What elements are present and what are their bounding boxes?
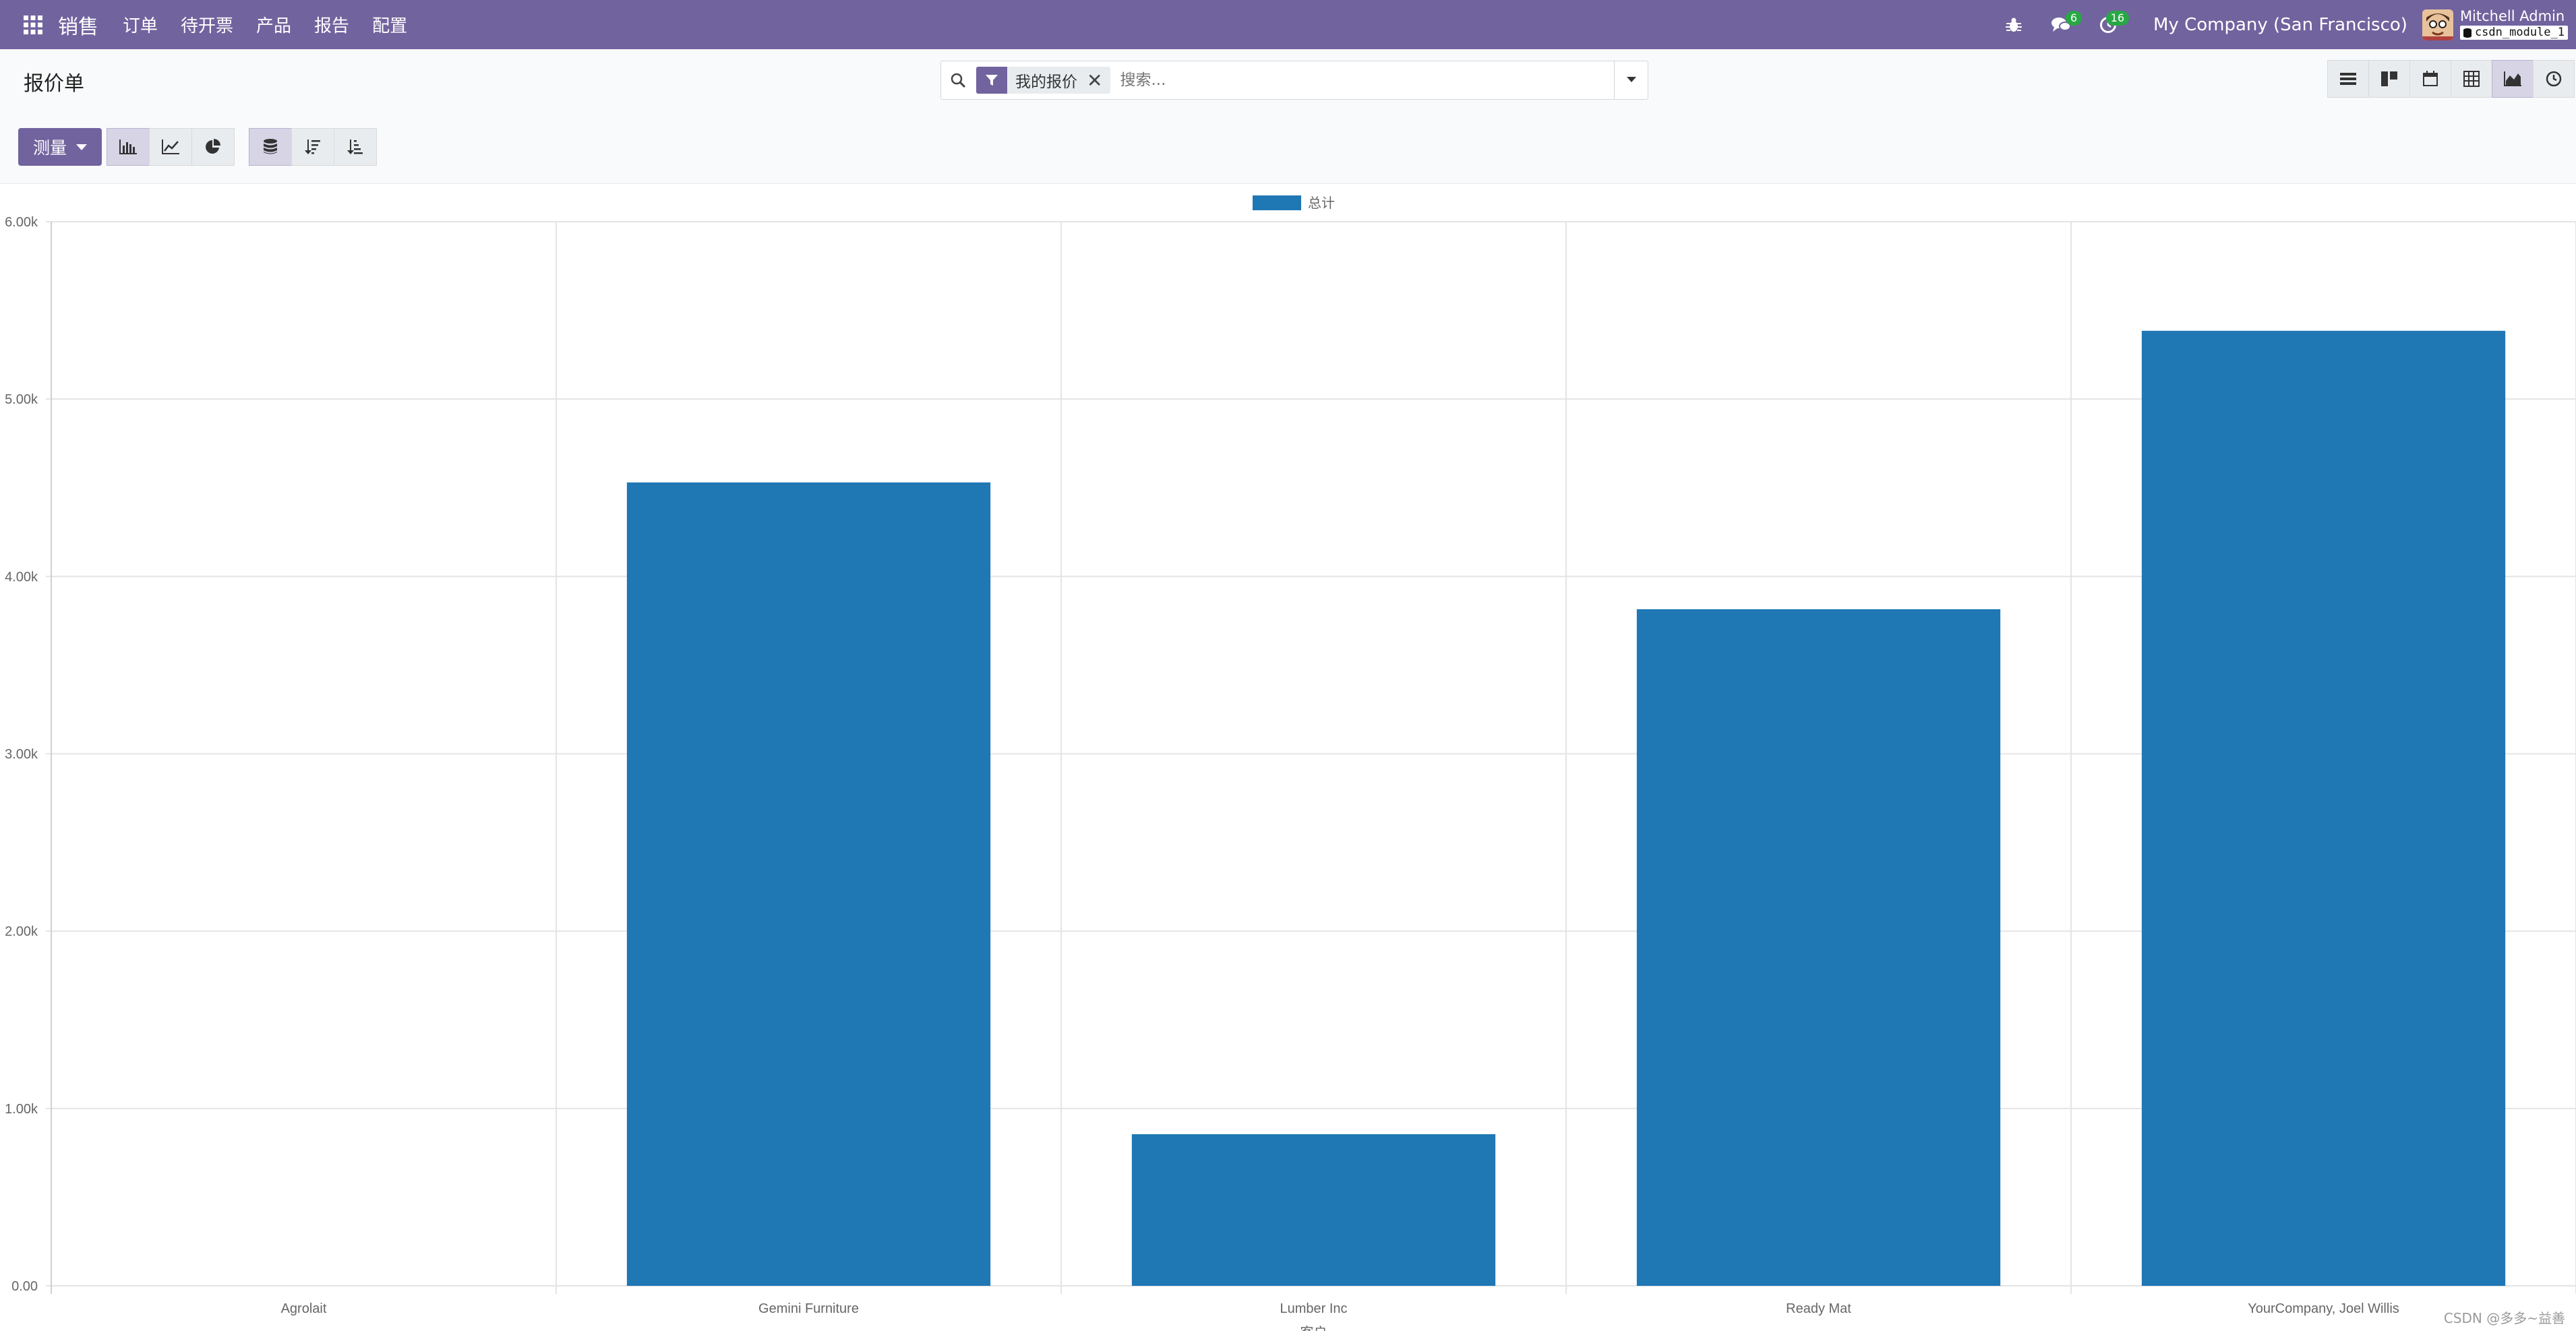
page-title: 报价单 [24, 72, 84, 96]
y-tick-label: 4.00k [5, 569, 38, 584]
legend-swatch[interactable] [1253, 195, 1301, 210]
calendar-view-icon[interactable] [2409, 60, 2451, 98]
menu-item-orders[interactable]: 订单 [123, 16, 158, 36]
x-tick-label: Gemini Furniture [758, 1301, 859, 1316]
measures-label: 测量 [33, 138, 67, 158]
facet-remove-icon[interactable]: ✕ [1087, 69, 1103, 92]
bar-chart-mode-button[interactable] [107, 128, 150, 166]
watermark: CSDN @多多~益善 [2443, 1310, 2565, 1326]
sort-ascending-icon [347, 140, 363, 154]
list-view-icon[interactable] [2327, 60, 2369, 98]
chart-bar[interactable] [626, 482, 991, 1286]
sort-ascending-button[interactable] [334, 128, 378, 166]
view-switcher [2327, 60, 2575, 98]
menu-item-reporting[interactable]: 报告 [314, 16, 350, 36]
x-axis-title: 客户 [1300, 1325, 1327, 1331]
filter-icon [976, 67, 1007, 94]
menu-item-configuration[interactable]: 配置 [372, 16, 408, 36]
search-input[interactable] [1120, 62, 1614, 98]
pie-chart-icon [206, 139, 221, 154]
kanban-view-icon[interactable] [2368, 60, 2410, 98]
y-tick-label: 6.00k [5, 215, 38, 230]
x-tick-label: YourCompany, Joel Willis [2248, 1301, 2399, 1316]
database-tag: csdn_module_1 [2459, 26, 2568, 40]
user-avatar[interactable] [2422, 9, 2453, 40]
bar-chart: 0.00 1.00k 2.00k 3.00k 4.00k 5.00k 6.00k Agrol… [5, 195, 2576, 1331]
user-menu[interactable]: Mitchell Admin csdn_module_1 [2459, 8, 2568, 40]
menu-item-products[interactable]: 产品 [256, 16, 292, 36]
chart-bar[interactable] [2141, 330, 2506, 1286]
pie-chart-mode-button[interactable] [191, 128, 235, 166]
x-tick-label: Lumber Inc [1280, 1301, 1347, 1316]
search-bar: 我的报价 ✕ [940, 61, 1648, 100]
caret-down-icon [76, 144, 88, 150]
user-name: Mitchell Admin [2459, 8, 2565, 24]
search-facet: 我的报价 ✕ [976, 67, 1111, 94]
company-switcher[interactable]: My Company (San Francisco) [2153, 14, 2407, 35]
control-panel: 报价单 我的报价 ✕ [0, 49, 2576, 184]
x-tick-label: Agrolait [281, 1301, 327, 1316]
messaging-icon[interactable]: 6 [2045, 9, 2082, 40]
database-icon [2463, 28, 2472, 38]
chart-bar[interactable] [1131, 1134, 1496, 1286]
pivot-view-icon[interactable] [2451, 60, 2492, 98]
graph-toolbar: 测量 [18, 128, 378, 166]
apps-menu-icon[interactable] [18, 9, 49, 40]
navbar-systray: 6 16 My Company (San Francisco) Mitchell… [1998, 0, 2576, 49]
graph-view-icon[interactable] [2492, 60, 2534, 98]
stacked-toggle-button[interactable] [249, 128, 293, 166]
x-tick-label: Ready Mat [1786, 1301, 1851, 1316]
line-chart-icon [162, 140, 180, 154]
messages-count-badge: 6 [2065, 10, 2082, 26]
sort-descending-icon [305, 140, 321, 154]
menu-item-to-invoice[interactable]: 待开票 [181, 16, 234, 36]
measures-dropdown-button[interactable]: 测量 [18, 128, 102, 166]
legend-label[interactable]: 总计 [1308, 195, 1335, 211]
search-icon [941, 72, 975, 88]
facet-label: 我的报价 [1015, 73, 1077, 91]
app-name[interactable]: 销售 [58, 15, 98, 39]
activity-clock-icon[interactable]: 16 [2093, 9, 2129, 40]
activity-view-icon[interactable] [2533, 60, 2575, 98]
sort-descending-button[interactable] [291, 128, 335, 166]
stack-icon [264, 139, 278, 154]
y-tick-label: 5.00k [5, 392, 38, 407]
activities-count-badge: 16 [2105, 10, 2129, 26]
y-tick-label: 2.00k [5, 925, 38, 939]
y-tick-label: 3.00k [5, 747, 38, 762]
search-options-toggle[interactable] [1614, 61, 1648, 99]
graph-view: 0.00 1.00k 2.00k 3.00k 4.00k 5.00k 6.00k Agrol… [0, 185, 2576, 1331]
bar-chart-icon [119, 140, 138, 154]
y-tick-label: 0.00 [11, 1279, 38, 1294]
top-navbar: 销售 订单 待开票 产品 报告 配置 6 [0, 0, 2576, 49]
caret-down-icon [1626, 77, 1636, 82]
chart-bar[interactable] [1636, 609, 2001, 1286]
database-name: csdn_module_1 [2474, 26, 2565, 39]
y-tick-label: 1.00k [5, 1102, 38, 1117]
line-chart-mode-button[interactable] [149, 128, 193, 166]
debug-bug-icon[interactable] [1998, 9, 2029, 40]
